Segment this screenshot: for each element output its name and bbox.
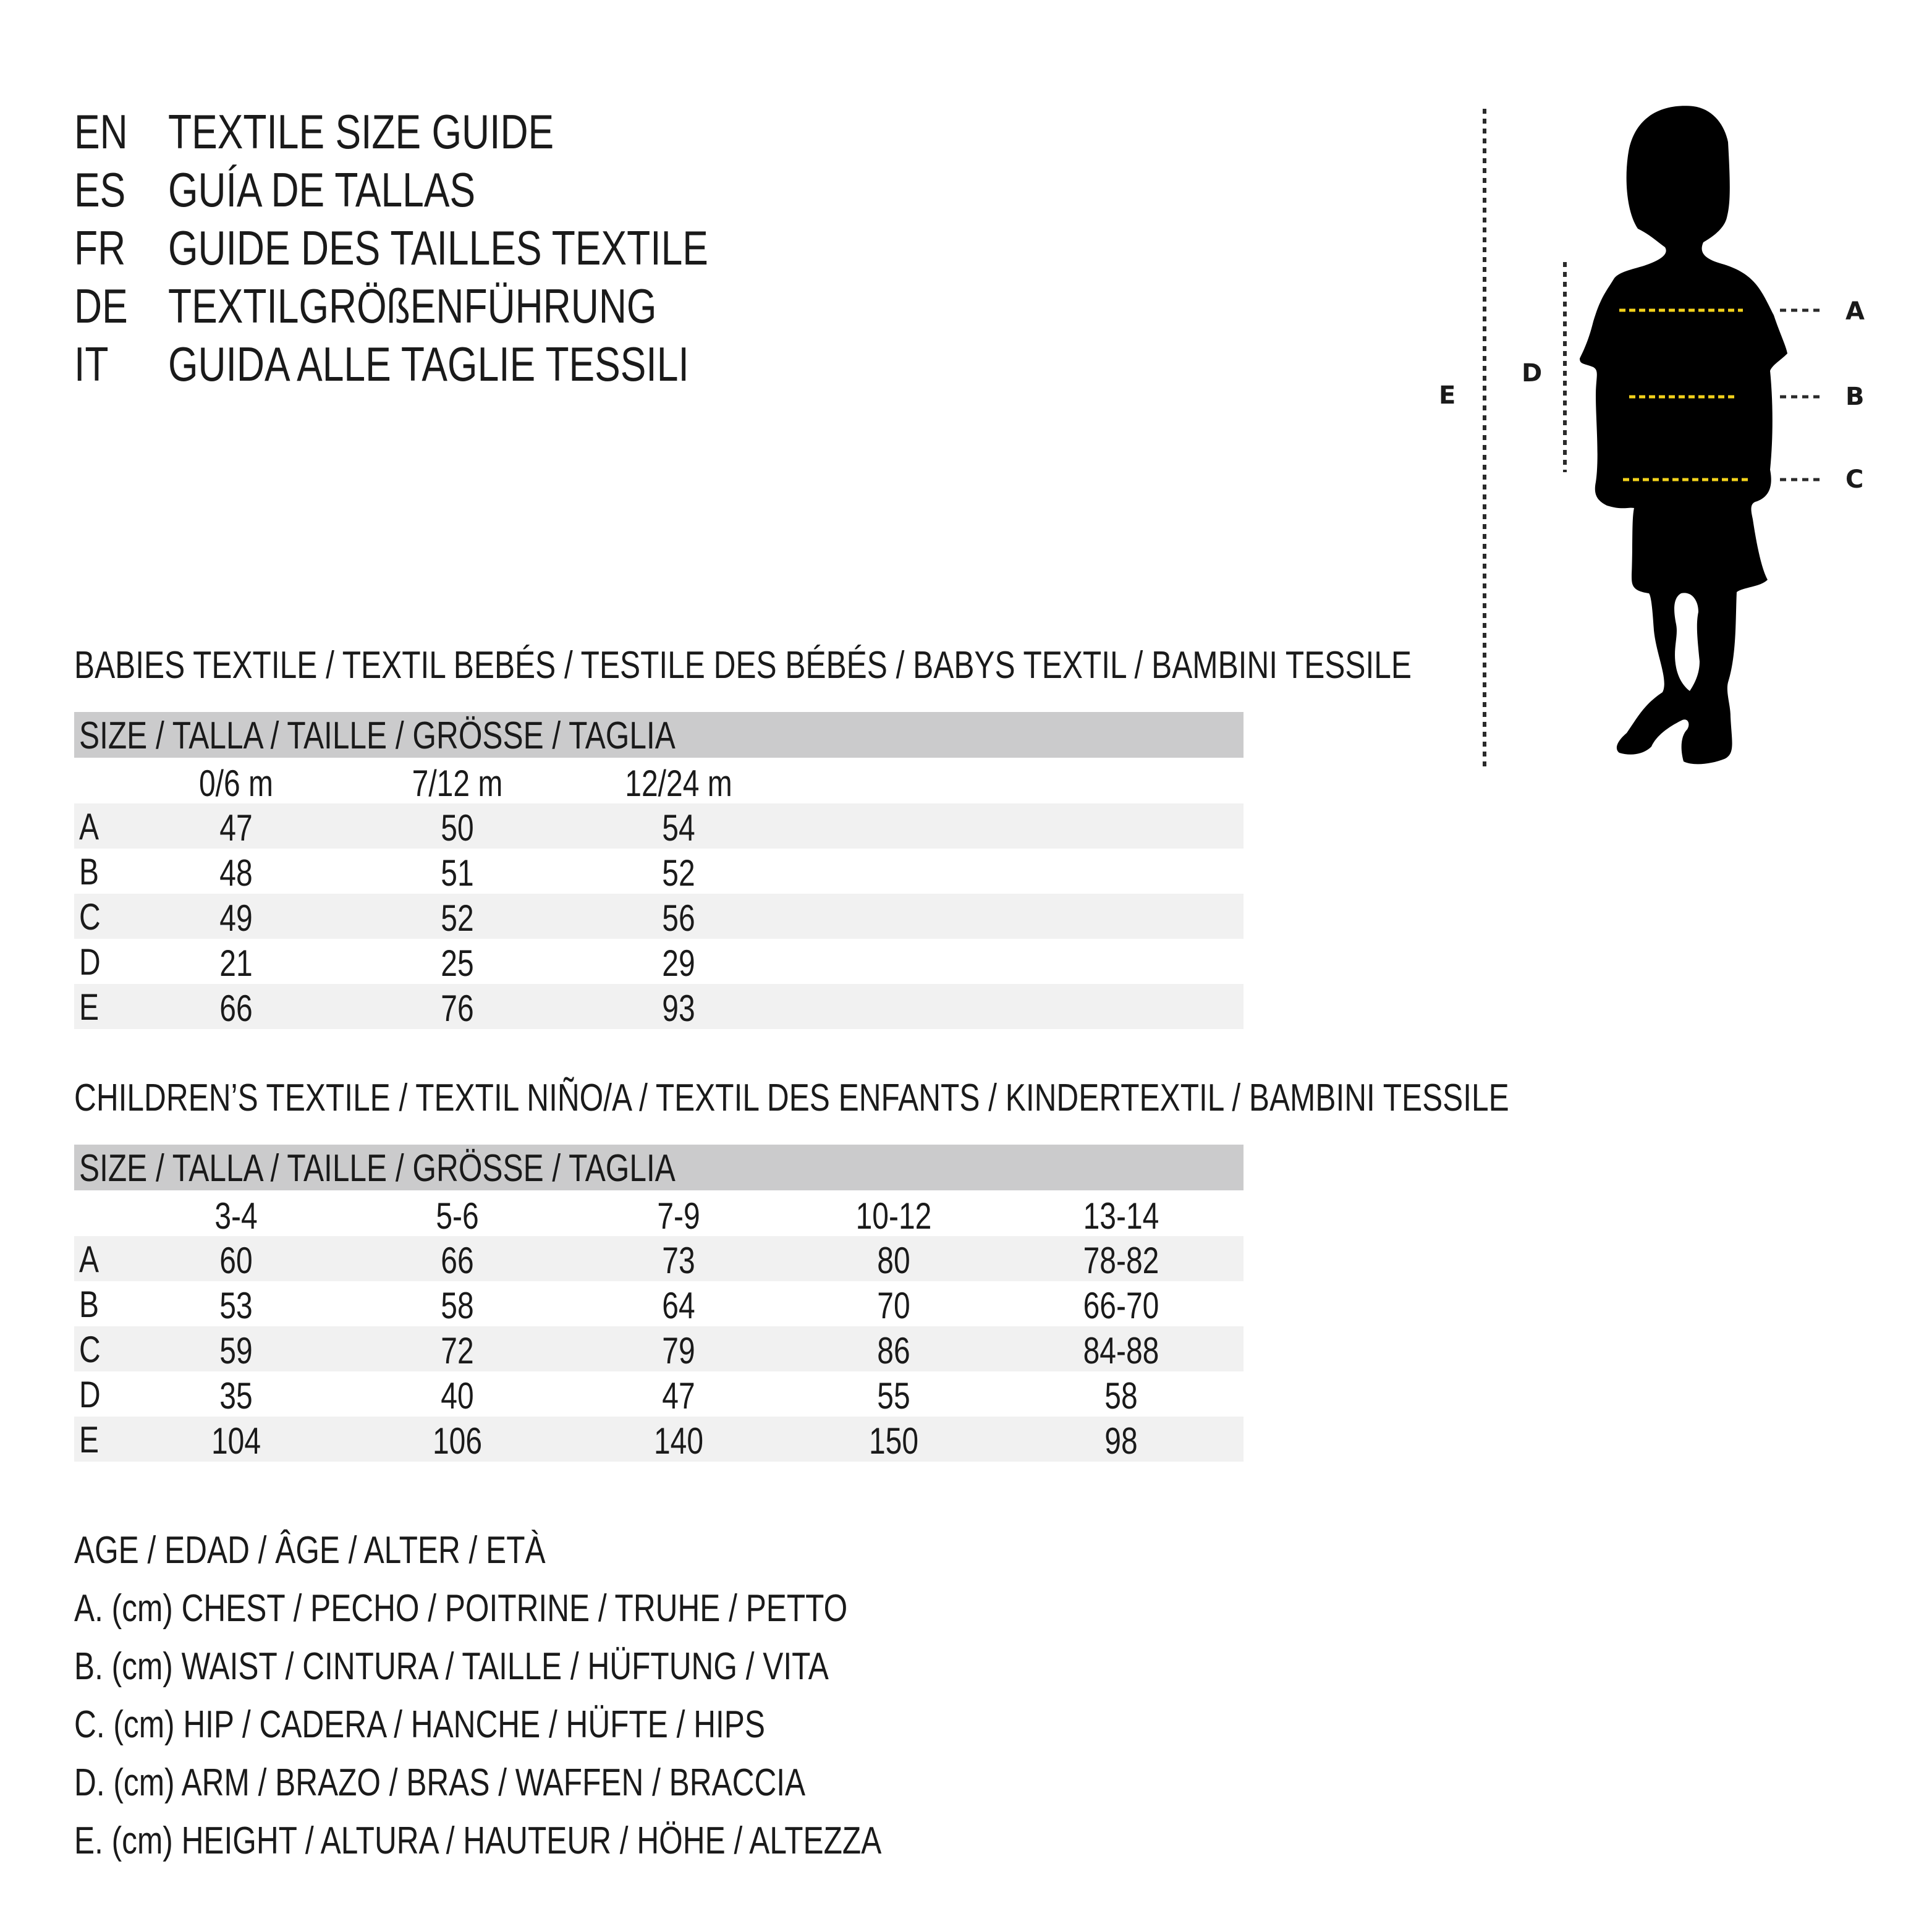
children-heading: CHILDREN’S TEXTILE / TEXTIL NIÑO/A / TEX… xyxy=(74,1077,1509,1119)
table-cell: 21 xyxy=(219,943,253,984)
row-label: D xyxy=(79,941,101,983)
legend-line: B. (cm) WAIST / CINTURA / TAILLE / HÜFTU… xyxy=(74,1645,829,1688)
table-cell: 55 xyxy=(877,1375,910,1417)
table-cell: 48 xyxy=(219,852,253,894)
table-cell: 104 xyxy=(211,1420,261,1462)
column-header: 13-14 xyxy=(1083,1195,1159,1237)
legend-line: E. (cm) HEIGHT / ALTURA / HAUTEUR / HÖHE… xyxy=(74,1820,882,1862)
child-silhouette-icon xyxy=(1580,106,1787,765)
title-language-code: DE xyxy=(74,279,128,333)
title-language-code: FR xyxy=(74,221,126,275)
legend-line: C. (cm) HIP / CADERA / HANCHE / HÜFTE / … xyxy=(74,1703,765,1746)
table-cell: 60 xyxy=(219,1240,253,1281)
title-language-code: EN xyxy=(74,104,128,159)
row-label: B xyxy=(79,851,100,892)
title-text: GUÍA DE TALLAS xyxy=(168,163,476,217)
table-cell: 66 xyxy=(219,988,253,1029)
table-cell: 58 xyxy=(441,1285,474,1326)
table-cell: 73 xyxy=(662,1240,695,1281)
size-header: SIZE / TALLA / TAILLE / GRÖSSE / TAGLIA xyxy=(79,1147,676,1190)
row-label: E xyxy=(79,1419,100,1460)
table-cell: 58 xyxy=(1104,1375,1138,1417)
table-cell: 78-82 xyxy=(1083,1240,1159,1281)
table-cell: 66-70 xyxy=(1083,1285,1159,1326)
table-row xyxy=(74,1326,1244,1371)
row-label: B xyxy=(79,1284,100,1325)
label-d: D xyxy=(1522,359,1543,388)
table-cell: 106 xyxy=(432,1420,483,1462)
row-label: C xyxy=(79,1329,101,1370)
table-cell: 79 xyxy=(662,1330,695,1371)
title-language-code: IT xyxy=(74,337,109,391)
table-row xyxy=(74,984,1244,1029)
table-cell: 53 xyxy=(219,1285,253,1326)
table-cell: 56 xyxy=(662,897,695,939)
table-cell: 140 xyxy=(653,1420,704,1462)
table-cell: 72 xyxy=(441,1330,474,1371)
table-row xyxy=(74,1236,1244,1281)
legend-line: A. (cm) CHEST / PECHO / POITRINE / TRUHE… xyxy=(74,1587,848,1630)
table-cell: 66 xyxy=(441,1240,474,1281)
label-c: C xyxy=(1845,465,1864,494)
table-cell: 150 xyxy=(868,1420,919,1462)
title-text: TEXTILE SIZE GUIDE xyxy=(168,104,554,159)
row-label: A xyxy=(79,806,100,847)
column-header: 7/12 m xyxy=(412,763,503,804)
row-label: C xyxy=(79,896,101,938)
table-row xyxy=(74,803,1244,849)
table-cell: 80 xyxy=(877,1240,910,1281)
table-cell: 52 xyxy=(441,897,474,939)
babies-heading: BABIES TEXTILE / TEXTIL BEBÉS / TESTILE … xyxy=(74,644,1412,687)
table-cell: 51 xyxy=(441,852,474,894)
table-cell: 47 xyxy=(219,807,253,849)
label-e: E xyxy=(1439,381,1456,410)
label-b: B xyxy=(1845,383,1865,411)
row-label: D xyxy=(79,1374,101,1415)
size-header: SIZE / TALLA / TAILLE / GRÖSSE / TAGLIA xyxy=(79,714,676,757)
column-header: 5-6 xyxy=(436,1195,479,1237)
table-cell: 93 xyxy=(662,988,695,1029)
table-cell: 86 xyxy=(877,1330,910,1371)
table-cell: 54 xyxy=(662,807,695,849)
table-cell: 59 xyxy=(219,1330,253,1371)
column-header: 3-4 xyxy=(214,1195,258,1237)
table-cell: 47 xyxy=(662,1375,695,1417)
column-header: 7-9 xyxy=(657,1195,700,1237)
table-cell: 29 xyxy=(662,943,695,984)
label-a: A xyxy=(1845,297,1865,326)
column-header: 12/24 m xyxy=(625,763,732,804)
table-cell: 76 xyxy=(441,988,474,1029)
table-cell: 35 xyxy=(219,1375,253,1417)
title-text: GUIDA ALLE TAGLIE TESSILI xyxy=(168,337,689,391)
table-cell: 40 xyxy=(441,1375,474,1417)
table-row xyxy=(74,1417,1244,1462)
row-label: E xyxy=(79,986,100,1028)
table-cell: 70 xyxy=(877,1285,910,1326)
size-header-bar xyxy=(74,1145,1244,1190)
table-cell: 25 xyxy=(441,943,474,984)
title-text: GUIDE DES TAILLES TEXTILE xyxy=(168,221,708,275)
table-cell: 52 xyxy=(662,852,695,894)
column-header: 0/6 m xyxy=(198,763,274,804)
title-text: TEXTILGRÖßENFÜHRUNG xyxy=(168,279,657,333)
leg-gap xyxy=(1674,593,1700,691)
table-cell: 98 xyxy=(1104,1420,1138,1462)
column-header: 10-12 xyxy=(855,1195,932,1237)
legend-line: AGE / EDAD / ÂGE / ALTER / ETÀ xyxy=(74,1529,546,1572)
size-header-bar xyxy=(74,712,1244,758)
legend-line: D. (cm) ARM / BRAZO / BRAS / WAFFEN / BR… xyxy=(74,1761,806,1804)
table-cell: 50 xyxy=(441,807,474,849)
table-cell: 64 xyxy=(662,1285,695,1326)
row-label: A xyxy=(79,1239,100,1280)
table-cell: 49 xyxy=(219,897,253,939)
title-language-code: ES xyxy=(74,163,126,217)
table-row xyxy=(74,894,1244,939)
table-cell: 84-88 xyxy=(1083,1330,1159,1371)
